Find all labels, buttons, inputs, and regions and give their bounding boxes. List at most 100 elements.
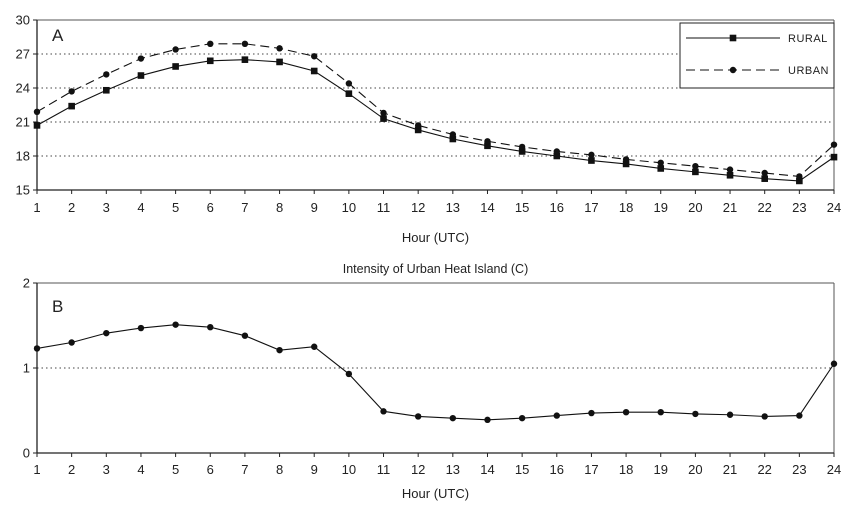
panel-b-point-intensity (484, 416, 491, 424)
panel-b-point-intensity (68, 339, 75, 346)
panel-a-point-rural (449, 135, 457, 143)
panel-a-point-urban (241, 40, 249, 47)
panel-a-point-urban (414, 122, 422, 129)
panel-a-y-tick-label: 18 (16, 149, 30, 164)
panel-b-chart-title: Intensity of Urban Heat Island (C) (343, 262, 529, 276)
panel-b-x-tick-label: 18 (619, 462, 633, 477)
panel-a-point-rural (761, 175, 768, 182)
panel-b-point-intensity (380, 408, 387, 415)
panel-a-point-urban (68, 88, 75, 95)
panel-a-x-tick-label: 5 (172, 200, 179, 215)
panel-a-y-tick-label: 21 (16, 115, 30, 130)
panel-a-point-rural (726, 171, 734, 179)
panel-a-point-rural (830, 153, 838, 161)
panel-a-y-tick-label: 15 (16, 183, 30, 198)
panel-a-point-rural (518, 148, 526, 155)
panel-a-x-tick-label: 18 (619, 200, 633, 215)
panel-a-point-rural (796, 177, 803, 185)
panel-a-x-tick-label: 23 (792, 200, 806, 215)
panel-b-point-intensity (449, 414, 457, 422)
panel-a-x-tick-label: 14 (480, 200, 494, 215)
panel-a-x-tick-label: 11 (377, 200, 391, 215)
panel-b-x-tick-label: 19 (654, 462, 668, 477)
panel-a-series-line-urban (36, 43, 835, 177)
panel-b-point-intensity (692, 410, 699, 418)
panel-a-x-tick-label: 8 (276, 200, 283, 215)
panel-a-point-rural (172, 63, 179, 70)
panel-a-y-tick-label: 24 (16, 81, 30, 96)
panel-b-x-tick-label: 9 (311, 462, 318, 477)
panel-a-x-tick-label: 10 (342, 200, 356, 215)
panel-a-point-urban (137, 55, 145, 62)
legend-marker-urban (729, 66, 737, 74)
panel-a-point-urban (380, 109, 387, 117)
panel-a-point-urban (553, 148, 560, 155)
panel-b-point-intensity (137, 324, 145, 332)
panel-b-point-intensity (796, 412, 803, 419)
panel-b-x-tick-label: 10 (342, 462, 356, 477)
panel-b-point-intensity (172, 321, 179, 328)
panel-a-point-rural (310, 67, 318, 75)
panel-a-x-tick-label: 4 (137, 200, 144, 215)
panel-b-x-tick-label: 1 (33, 462, 40, 477)
panel-a-point-urban (345, 80, 353, 87)
panel-a-x-tick-label: 1 (33, 200, 40, 215)
panel-a-point-urban (726, 166, 734, 173)
panel-b-point-intensity (518, 414, 526, 422)
panel-b-x-tick-label: 5 (172, 462, 179, 477)
panel-b-point-intensity (103, 329, 110, 337)
panel-b-x-tick-label: 6 (207, 462, 214, 477)
panel-b-point-intensity (588, 409, 595, 417)
panel-b-point-intensity (207, 324, 214, 331)
panel-a-point-urban (622, 156, 630, 163)
panel-a-point-rural (206, 57, 214, 65)
panel-a-point-urban (830, 141, 838, 148)
panel-a-point-rural (553, 152, 561, 160)
panel-a-point-urban (518, 143, 526, 151)
legend-box (679, 22, 835, 89)
panel-b-x-tick-label: 12 (411, 462, 425, 477)
panel-a-legend: RURAL URBAN (679, 22, 835, 89)
panel-a-point-urban (588, 151, 595, 159)
panel-a-point-rural (692, 168, 699, 176)
panel-a-x-tick-label: 2 (68, 200, 75, 215)
panel-b-x-tick-label: 3 (103, 462, 110, 477)
panel-a-point-urban (172, 46, 179, 53)
panel-a-point-rural (484, 142, 491, 150)
panel-b-x-tick-label: 21 (723, 462, 737, 477)
legend-label-rural: RURAL (788, 33, 828, 45)
panel-b-point-intensity (311, 343, 318, 350)
panel-a-point-urban (761, 169, 768, 177)
panel-a-x-tick-label: 9 (311, 200, 318, 215)
panel-a-x-tick-label: 6 (207, 200, 214, 215)
panel-a-point-rural (68, 102, 75, 110)
panel-b-point-intensity (276, 346, 283, 354)
panel-b-x-tick-label: 23 (792, 462, 806, 477)
panel-a-point-rural (241, 56, 249, 63)
panel-b-point-intensity (345, 370, 353, 378)
panel-a-x-tick-label: 13 (446, 200, 460, 215)
panel-b-x-tick-label: 13 (446, 462, 460, 477)
panel-b-panel-letter: B (52, 297, 63, 316)
panel-a-panel-letter: A (52, 26, 64, 45)
panel-a-point-rural (622, 160, 630, 168)
panel-a-point-rural (276, 58, 283, 66)
panel-a-point-urban (276, 45, 283, 52)
panel-a-y-tick-label: 30 (16, 13, 30, 28)
panel-a-point-rural (588, 157, 595, 164)
panel-a-point-urban (103, 71, 110, 78)
panel-a-point-rural (103, 86, 110, 94)
panel-a-point-urban (796, 173, 803, 180)
panel-a-x-tick-label: 3 (103, 200, 110, 215)
panel-b-y-tick-label: 1 (23, 361, 30, 376)
panel-a-x-tick-label: 7 (241, 200, 248, 215)
panel-b-x-tick-label: 2 (68, 462, 75, 477)
panel-b-point-intensity (33, 345, 41, 352)
panel-a-point-urban (692, 163, 699, 170)
panel-b-x-tick-label: 20 (688, 462, 702, 477)
panel-a-x-tick-label: 20 (688, 200, 702, 215)
panel-a-point-urban (449, 131, 457, 138)
